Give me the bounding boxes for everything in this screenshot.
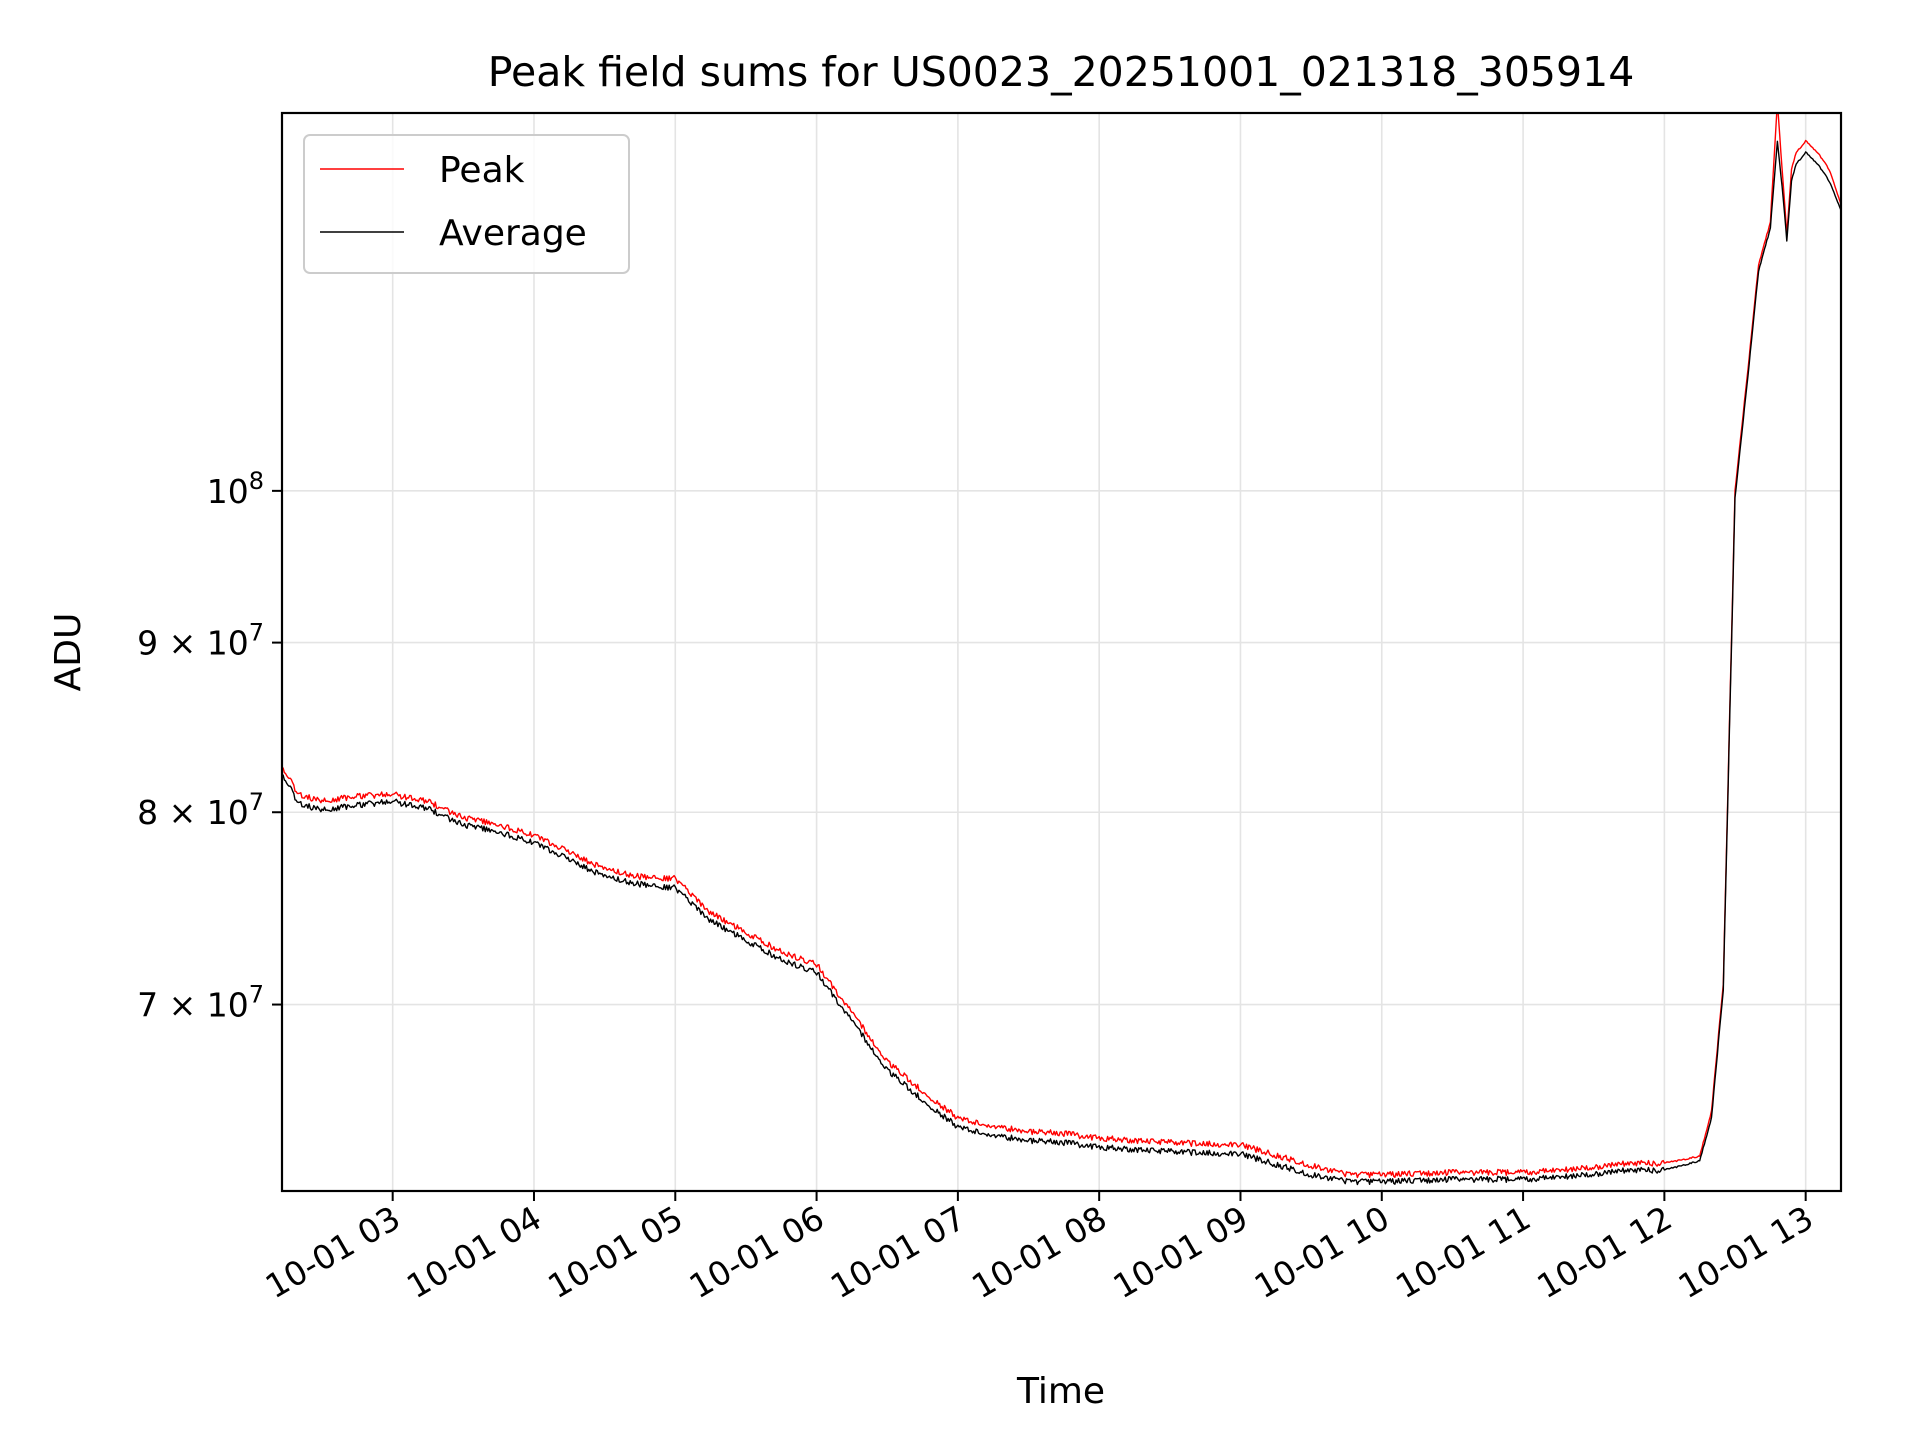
x-axis-label: Time bbox=[1016, 1371, 1105, 1412]
series-layer bbox=[282, 113, 1841, 1186]
y-axis-label: ADU bbox=[48, 613, 89, 692]
y-tick-label: 9 × 107 bbox=[137, 619, 264, 663]
series-line-average bbox=[282, 140, 1841, 1186]
legend: Peak Average bbox=[303, 134, 630, 274]
chart-title: Peak field sums for US0023_20251001_0213… bbox=[488, 48, 1635, 96]
legend-label-average: Average bbox=[439, 213, 587, 254]
legend-label-peak: Peak bbox=[439, 150, 525, 191]
y-tick-label: 108 bbox=[207, 467, 264, 511]
y-tick-label: 8 × 107 bbox=[137, 788, 264, 832]
series-line-peak bbox=[282, 113, 1841, 1179]
grid bbox=[282, 113, 1841, 1191]
y-axis-ticks: 7 × 107 8 × 107 9 × 107 108 bbox=[137, 467, 282, 1025]
plot-frame bbox=[280, 111, 1843, 1193]
y-tick-label: 7 × 107 bbox=[137, 981, 264, 1025]
